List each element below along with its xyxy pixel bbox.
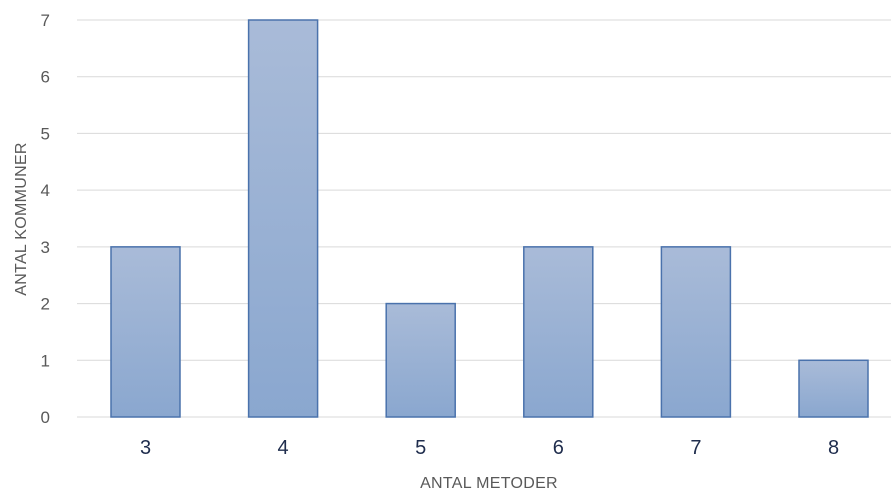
y-tick-label: 3 — [41, 238, 50, 257]
y-tick-label: 4 — [41, 181, 50, 200]
bars — [110, 19, 869, 418]
bar-4 — [247, 19, 319, 418]
y-tick-label: 6 — [41, 68, 50, 87]
x-tick-label: 3 — [140, 437, 151, 459]
y-tick-label: 1 — [41, 351, 50, 370]
x-axis-ticks: 3 4 5 6 7 8 — [140, 437, 839, 459]
gridlines — [77, 19, 891, 418]
bar-5 — [385, 302, 456, 418]
y-axis-ticks: 0 1 2 3 4 5 6 7 — [41, 11, 50, 427]
x-axis-title: ANTAL METODER — [420, 475, 558, 492]
x-tick-label: 8 — [828, 437, 839, 459]
y-tick-label: 5 — [41, 124, 50, 143]
x-tick-label: 5 — [415, 437, 426, 459]
y-tick-label: 2 — [41, 295, 50, 314]
bar-6 — [523, 246, 594, 418]
y-axis-title: ANTAL KOMMUNER — [13, 142, 30, 296]
x-tick-label: 6 — [553, 437, 564, 459]
bar-3 — [110, 246, 181, 418]
bar-7 — [660, 246, 732, 418]
x-tick-label: 4 — [278, 437, 289, 459]
bar-8 — [798, 359, 869, 418]
y-tick-label: 7 — [41, 11, 50, 30]
y-tick-label: 0 — [41, 408, 50, 427]
x-tick-label: 7 — [690, 437, 701, 459]
